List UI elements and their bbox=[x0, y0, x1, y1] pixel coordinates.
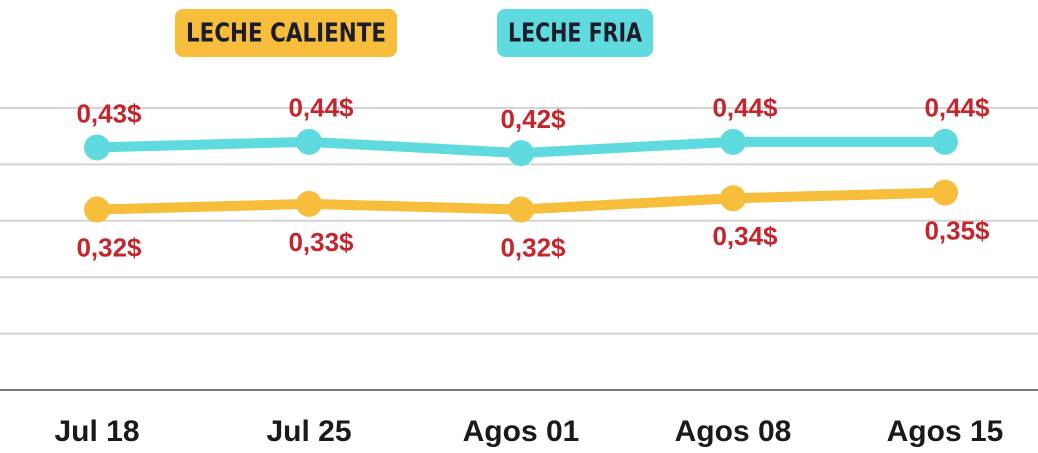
legend-label: LECHE FRIA bbox=[508, 19, 642, 49]
data-label: 0,35$ bbox=[924, 215, 990, 245]
data-label: 0,33$ bbox=[288, 227, 354, 257]
legend-item: LECHE CALIENTE bbox=[175, 9, 397, 57]
data-point bbox=[84, 197, 110, 223]
data-label: 0,34$ bbox=[712, 221, 778, 251]
legend-label: LECHE CALIENTE bbox=[186, 19, 386, 49]
data-label: 0,42$ bbox=[500, 104, 566, 134]
data-point bbox=[296, 129, 322, 155]
data-point bbox=[508, 197, 534, 223]
data-point bbox=[932, 129, 958, 155]
data-label: 0,44$ bbox=[712, 93, 778, 123]
data-label: 0,32$ bbox=[76, 232, 142, 262]
data-point bbox=[84, 134, 110, 160]
data-point bbox=[720, 185, 746, 211]
data-label: 0,44$ bbox=[288, 93, 354, 123]
x-tick-label: Agos 15 bbox=[887, 415, 1004, 448]
x-tick-label: Agos 08 bbox=[675, 415, 792, 448]
x-tick-label: Agos 01 bbox=[463, 415, 580, 448]
data-point bbox=[508, 140, 534, 166]
x-tick-label: Jul 25 bbox=[266, 415, 351, 448]
legend-item: LECHE FRIA bbox=[497, 9, 653, 57]
data-label: 0,32$ bbox=[500, 232, 566, 262]
data-label: 0,44$ bbox=[924, 93, 990, 123]
x-tick-label: Jul 18 bbox=[54, 415, 139, 448]
chart: Jul 18 Jul 25 Agos 01 Agos 08 Agos 15 LECHE C… bbox=[0, 0, 1038, 453]
data-label: 0,43$ bbox=[76, 98, 142, 128]
data-point bbox=[296, 191, 322, 217]
data-point bbox=[720, 129, 746, 155]
data-point bbox=[932, 180, 958, 206]
